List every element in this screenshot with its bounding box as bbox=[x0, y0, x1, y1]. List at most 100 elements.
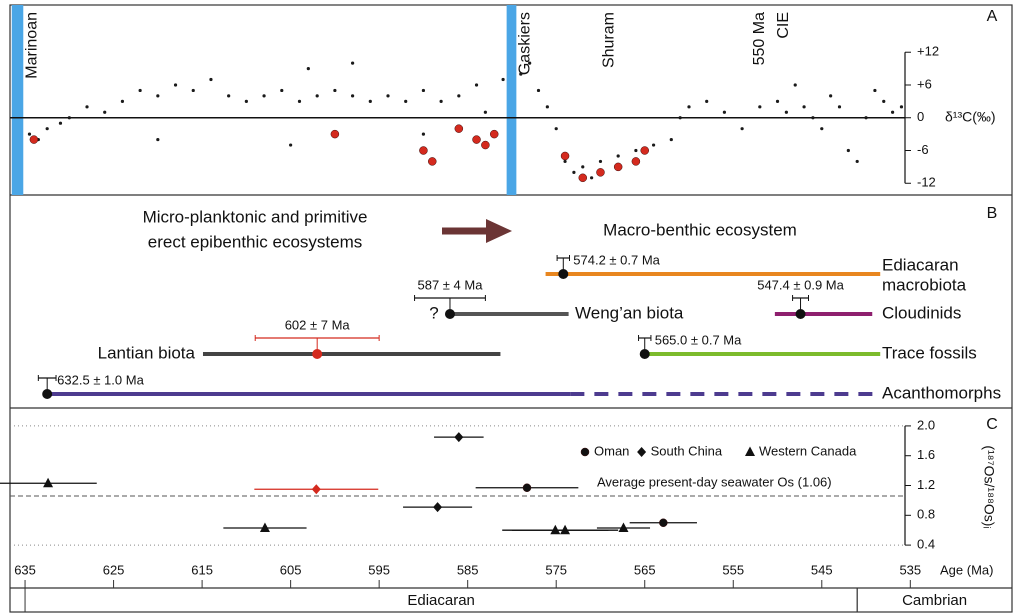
data-point bbox=[474, 83, 479, 87]
data-point bbox=[899, 105, 904, 109]
data-point bbox=[489, 129, 499, 139]
data-point bbox=[45, 127, 49, 131]
age-marker bbox=[444, 309, 455, 319]
data-point bbox=[705, 99, 709, 103]
data-point bbox=[43, 477, 54, 488]
range-name: Lantian biota bbox=[98, 343, 196, 362]
data-point bbox=[578, 173, 588, 183]
data-point bbox=[501, 77, 505, 82]
y-tick-label: +6 bbox=[917, 76, 932, 91]
data-point bbox=[554, 127, 558, 131]
data-point bbox=[882, 99, 886, 103]
y-tick-label: 0.4 bbox=[917, 537, 935, 552]
data-point bbox=[837, 105, 842, 109]
panel-label: A bbox=[987, 8, 998, 25]
data-point bbox=[572, 170, 576, 174]
data-point bbox=[433, 502, 443, 513]
data-point bbox=[891, 110, 895, 114]
y-tick-label: +12 bbox=[917, 44, 939, 59]
data-point bbox=[536, 88, 541, 93]
trend-arrow bbox=[442, 219, 512, 243]
data-point bbox=[864, 116, 868, 120]
data-point bbox=[560, 524, 571, 535]
data-point bbox=[306, 67, 310, 71]
data-point bbox=[820, 127, 824, 131]
data-point bbox=[209, 77, 213, 82]
data-point bbox=[873, 88, 877, 93]
data-point bbox=[616, 154, 620, 158]
range-name: Weng’an biota bbox=[575, 303, 684, 322]
panel-label: C bbox=[986, 416, 998, 433]
age-label: 565.0 ± 0.7 Ma bbox=[655, 332, 742, 347]
y-tick-label: 0 bbox=[917, 109, 924, 124]
data-point bbox=[678, 116, 682, 120]
y-tick-label: -6 bbox=[917, 142, 929, 157]
age-label: 632.5 ± 1.0 Ma bbox=[57, 372, 144, 387]
data-point bbox=[85, 105, 89, 109]
data-point bbox=[811, 116, 815, 120]
data-point bbox=[522, 483, 532, 492]
data-point bbox=[297, 99, 302, 103]
data-point bbox=[618, 522, 629, 532]
data-point bbox=[191, 88, 195, 93]
data-point bbox=[27, 132, 32, 136]
y-axis-label: δ¹³C(‰) bbox=[945, 109, 996, 125]
data-point bbox=[740, 127, 744, 131]
data-point bbox=[613, 162, 623, 172]
data-point bbox=[651, 143, 656, 147]
x-axis-label: Age (Ma) bbox=[940, 562, 993, 577]
data-point bbox=[528, 61, 532, 65]
event-band bbox=[506, 5, 517, 195]
data-point bbox=[350, 61, 355, 65]
x-tick-label: 575 bbox=[545, 562, 567, 577]
data-point bbox=[58, 121, 63, 125]
age-label: 602 ± 7 Ma bbox=[285, 317, 351, 332]
data-point bbox=[550, 524, 561, 535]
x-tick-label: 555 bbox=[722, 562, 744, 577]
data-point bbox=[419, 146, 428, 155]
data-point bbox=[560, 151, 570, 161]
legend-label: South China bbox=[651, 443, 723, 458]
data-point bbox=[829, 94, 833, 98]
annotation: Shuram bbox=[601, 12, 618, 68]
age-marker bbox=[639, 349, 650, 359]
data-point bbox=[156, 137, 160, 142]
age-label: 587 ± 4 Ma bbox=[417, 277, 483, 292]
age-marker bbox=[795, 309, 806, 319]
data-point bbox=[775, 99, 780, 103]
data-point bbox=[350, 94, 355, 98]
band-label: Gaskiers bbox=[517, 12, 534, 75]
legend-label: Western Canada bbox=[759, 443, 857, 458]
data-point bbox=[404, 99, 408, 103]
data-point bbox=[855, 159, 859, 164]
data-point bbox=[315, 94, 319, 98]
range-name: Acanthomorphs bbox=[882, 383, 1001, 402]
range-name: Cloudinids bbox=[882, 303, 961, 322]
legend-marker bbox=[745, 446, 755, 456]
period-name: Ediacaran bbox=[407, 592, 475, 609]
range-name: Trace fossils bbox=[882, 343, 977, 362]
data-point bbox=[330, 129, 340, 139]
y-tick-label: 0.8 bbox=[917, 507, 935, 522]
data-point bbox=[368, 99, 372, 103]
data-point bbox=[311, 484, 321, 495]
panel-label: B bbox=[987, 205, 998, 222]
heading: Micro-planktonic and primitive bbox=[143, 207, 368, 226]
data-point bbox=[29, 135, 39, 144]
x-tick-label: 535 bbox=[899, 562, 921, 577]
x-tick-label: 595 bbox=[368, 562, 390, 577]
y-tick-label: 2.0 bbox=[917, 417, 935, 432]
x-tick-label: 565 bbox=[634, 562, 656, 577]
data-point bbox=[67, 116, 71, 120]
data-point bbox=[156, 94, 160, 98]
data-point bbox=[563, 159, 567, 164]
age-marker bbox=[312, 349, 323, 359]
x-tick-label: 585 bbox=[457, 562, 479, 577]
data-point bbox=[758, 105, 762, 109]
range-name: Ediacaran bbox=[882, 255, 959, 274]
data-point bbox=[454, 124, 464, 133]
data-point bbox=[596, 168, 605, 177]
legend-marker bbox=[580, 447, 590, 457]
data-point bbox=[262, 94, 266, 98]
